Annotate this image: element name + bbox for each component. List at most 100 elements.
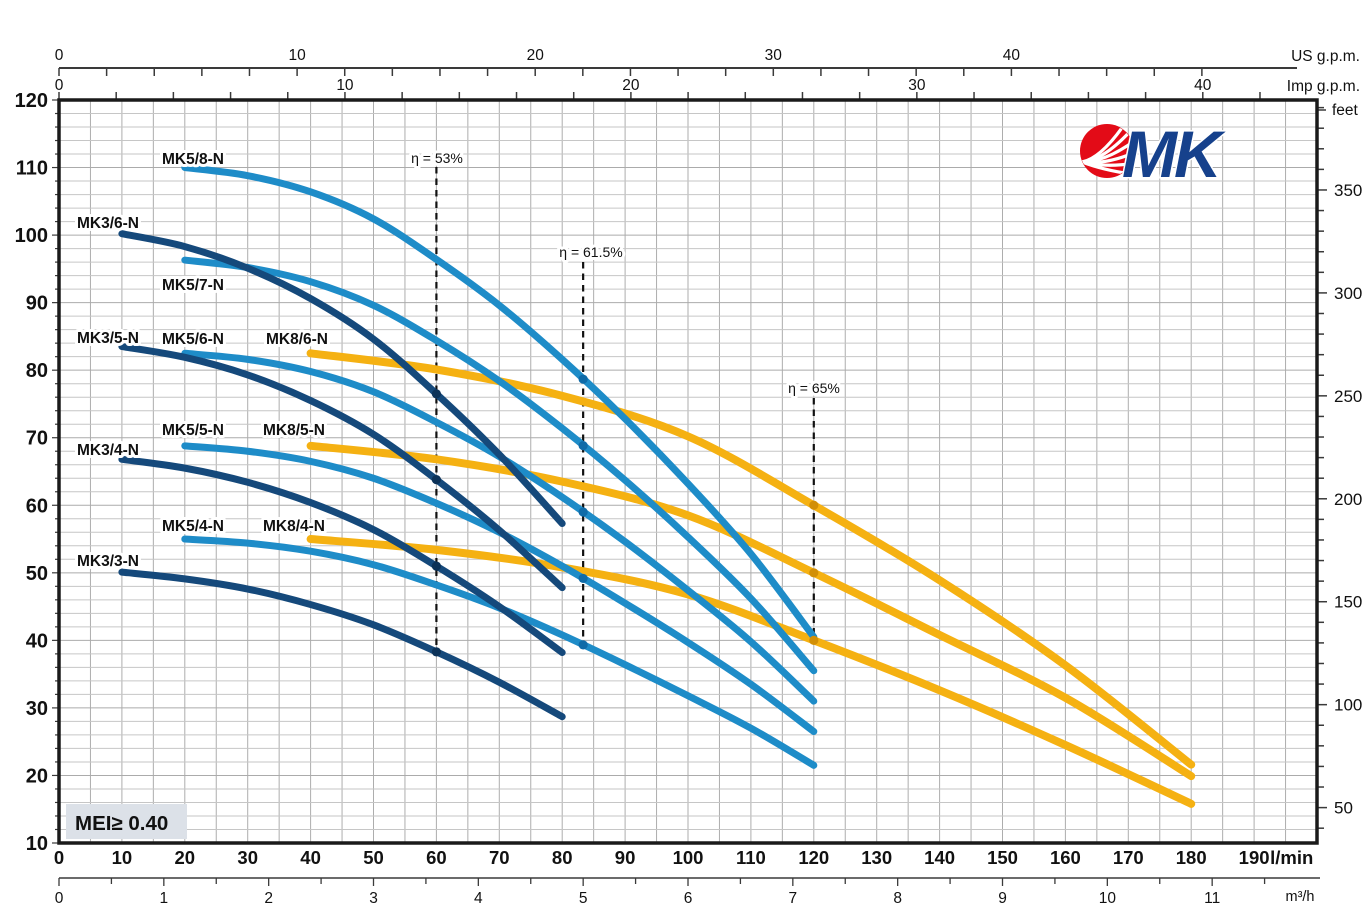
imp-gpm-axis-label: Imp g.p.m.	[1287, 78, 1360, 95]
feet-axis-label: feet	[1332, 102, 1359, 119]
head-m-tick-label: 100	[15, 225, 48, 247]
axis-us-gpm	[58, 67, 1297, 76]
curve-MK3/4-N	[118, 455, 566, 657]
m3h-tick-label: 5	[579, 890, 588, 907]
bep-marker-MK3/4-N	[431, 561, 441, 571]
mei-badge-bg	[66, 804, 187, 839]
bep-marker-MK5/5-N	[578, 573, 588, 584]
mk-logo: MK	[1080, 116, 1230, 193]
mei-badge-label: MEI≥ 0.40	[75, 812, 168, 835]
m3h-tick-label: 3	[369, 890, 378, 907]
head-m-tick-label: 30	[26, 698, 48, 720]
mk-logo-text: MK	[1122, 117, 1226, 191]
mei-badge: MEI≥ 0.40	[66, 804, 187, 839]
efficiency-label: η = 61.5%	[559, 244, 622, 260]
lmin-tick-label: 100	[673, 847, 704, 868]
m3h-tick-label: 9	[998, 890, 1007, 907]
lmin-tick-label: 160	[1050, 847, 1081, 868]
head-m-tick-label: 110	[16, 158, 48, 180]
feet-tick-label: 50	[1334, 799, 1353, 818]
head-m-tick-label: 70	[26, 428, 48, 450]
pump-curves	[118, 164, 1196, 808]
lmin-tick-label: 20	[175, 847, 196, 868]
efficiency-markers	[431, 374, 819, 657]
imp-gpm-tick-label: 20	[622, 77, 640, 94]
curve-label-MK3/3-N: MK3/3-N	[77, 553, 139, 570]
m3h-tick-label: 11	[1204, 890, 1220, 907]
bep-marker-MK8/5-N	[809, 568, 819, 578]
head-m-tick-label: 80	[26, 360, 48, 382]
us-gpm-tick-label: 20	[527, 47, 545, 64]
bep-marker-MK5/7-N	[578, 440, 588, 451]
imp-gpm-tick-label: 40	[1194, 77, 1212, 94]
bep-marker-MK5/8-N	[578, 374, 588, 384]
axis-m3h	[58, 877, 1320, 886]
lmin-tick-label: 170	[1113, 847, 1144, 868]
feet-tick-label: 150	[1334, 593, 1362, 612]
curve-MK5/8-N	[181, 164, 818, 641]
m3h-tick-label: 8	[893, 890, 902, 907]
m3h-tick-label: 0	[55, 890, 64, 907]
feet-tick-label: 350	[1334, 181, 1362, 200]
curve-MK8/4-N	[306, 535, 1196, 808]
lmin-tick-label: 10	[112, 847, 133, 868]
us-gpm-axis-label: US g.p.m.	[1291, 48, 1360, 65]
feet-tick-label: 200	[1334, 490, 1362, 509]
curve-label-MK3/6-N: MK3/6-N	[77, 215, 139, 232]
head-m-tick-label: 10	[26, 833, 48, 855]
imp-gpm-tick-label: 10	[336, 77, 354, 94]
efficiency-label: η = 65%	[788, 380, 840, 396]
bep-marker-MK8/6-N	[809, 500, 819, 510]
curve-label-MK5/6-N: MK5/6-N	[162, 331, 224, 348]
lmin-tick-label: 40	[300, 847, 321, 868]
head-m-tick-label: 20	[26, 765, 48, 787]
lmin-tick-label: 0	[54, 847, 64, 868]
m3h-tick-label: 1	[160, 890, 169, 907]
efficiency-label: η = 53%	[411, 150, 463, 166]
m3h-tick-label: 4	[474, 890, 483, 907]
curve-label-MK5/4-N: MK5/4-N	[162, 518, 224, 535]
curve-label-MK5/8-N: MK5/8-N	[162, 151, 224, 168]
lmin-tick-label: 30	[237, 847, 258, 868]
plot-frame	[57, 98, 1319, 845]
m3h-tick-label: 10	[1099, 890, 1117, 907]
lmin-tick-label: 50	[363, 847, 384, 868]
feet-tick-label: 300	[1334, 284, 1362, 303]
curve-MK3/3-N	[118, 568, 566, 721]
m3h-tick-label: 7	[789, 890, 798, 907]
lmin-tick-label: 80	[552, 847, 573, 868]
lmin-tick-label: 60	[426, 847, 447, 868]
us-gpm-tick-label: 0	[55, 47, 64, 64]
chart-generated-content: 0 10 20 30 40 US g.p.m.0 10 20 30 40 Imp g.p.m.102…	[15, 47, 1363, 907]
axis-feet	[1317, 106, 1327, 829]
lmin-tick-label: 190	[1239, 847, 1270, 868]
curve-MK8/5-N	[306, 441, 1196, 781]
m3h-tick-label: 6	[684, 890, 693, 907]
lmin-tick-label: 130	[861, 847, 892, 868]
bep-marker-MK3/6-N	[431, 389, 441, 399]
bep-marker-MK8/4-N	[809, 635, 819, 645]
bep-marker-MK3/5-N	[431, 475, 441, 485]
head-m-tick-label: 60	[26, 495, 48, 517]
us-gpm-tick-label: 30	[765, 47, 783, 64]
curve-MK3/5-N	[118, 343, 566, 592]
feet-tick-label: 100	[1334, 696, 1362, 715]
us-gpm-tick-label: 10	[288, 47, 306, 64]
curve-label-MK5/7-N: MK5/7-N	[162, 277, 224, 294]
imp-gpm-tick-label: 30	[908, 77, 926, 94]
lmin-axis-label: l/min	[1270, 847, 1313, 868]
head-m-tick-label: 50	[26, 563, 48, 585]
lmin-tick-label: 120	[798, 847, 829, 868]
imp-gpm-tick-label: 0	[55, 77, 64, 94]
m3h-tick-label: 2	[264, 890, 273, 907]
us-gpm-tick-label: 40	[1003, 47, 1021, 64]
bep-marker-MK5/4-N	[578, 640, 588, 650]
curve-label-MK8/6-N: MK8/6-N	[266, 331, 328, 348]
curve-MK5/7-N	[181, 256, 818, 675]
lmin-tick-label: 180	[1176, 847, 1207, 868]
lmin-tick-label: 90	[615, 847, 636, 868]
head-m-tick-label: 90	[26, 293, 48, 315]
lmin-tick-label: 70	[489, 847, 510, 868]
bep-marker-MK5/6-N	[578, 507, 588, 517]
